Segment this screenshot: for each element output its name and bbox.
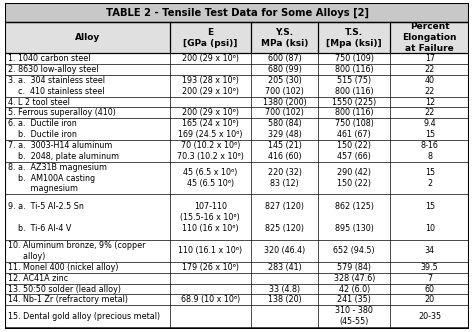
Text: 600 (87): 600 (87): [268, 54, 301, 63]
Text: 290 (42)
150 (22): 290 (42) 150 (22): [337, 168, 371, 188]
Text: 283 (41): 283 (41): [268, 263, 301, 272]
Text: 310 - 380
(45-55): 310 - 380 (45-55): [335, 306, 373, 326]
Text: 107-110
(15.5-16 x 10⁶)
110 (16 x 10⁶): 107-110 (15.5-16 x 10⁶) 110 (16 x 10⁶): [181, 202, 240, 232]
Text: 13. 50:50 solder (lead alloy): 13. 50:50 solder (lead alloy): [8, 285, 121, 293]
Text: Percent
Elongation
at Failure: Percent Elongation at Failure: [402, 22, 457, 53]
Text: 145 (21)
416 (60): 145 (21) 416 (60): [268, 141, 301, 161]
Text: Alloy: Alloy: [74, 33, 100, 42]
Text: 9. a.  Ti-5 Al-2.5 Sn

    b.  Ti-6 Al-4 V: 9. a. Ti-5 Al-2.5 Sn b. Ti-6 Al-4 V: [8, 202, 84, 232]
Text: 750 (109): 750 (109): [335, 54, 374, 63]
Text: 200 (29 x 10⁶): 200 (29 x 10⁶): [182, 54, 239, 63]
Text: 15

10: 15 10: [425, 202, 435, 232]
Text: 10. Aluminum bronze, 9% (copper
      alloy): 10. Aluminum bronze, 9% (copper alloy): [8, 241, 146, 261]
Text: 15. Dental gold alloy (precious metal): 15. Dental gold alloy (precious metal): [8, 312, 160, 321]
Text: 320 (46.4): 320 (46.4): [264, 246, 305, 255]
Text: 60: 60: [425, 285, 435, 293]
Text: 39.5: 39.5: [421, 263, 438, 272]
Text: 5. Ferrous superalloy (410): 5. Ferrous superalloy (410): [8, 108, 116, 118]
Text: 11. Monel 400 (nickel alloy): 11. Monel 400 (nickel alloy): [8, 263, 118, 272]
Text: 680 (99): 680 (99): [268, 65, 301, 74]
Text: Y.S.
MPa (ksi): Y.S. MPa (ksi): [261, 28, 308, 48]
Text: 40
22: 40 22: [425, 76, 435, 96]
Text: 193 (28 x 10⁶)
200 (29 x 10⁶): 193 (28 x 10⁶) 200 (29 x 10⁶): [182, 76, 239, 96]
Text: 3. a.  304 stainless steel
    c.  410 stainless steel: 3. a. 304 stainless steel c. 410 stainle…: [8, 76, 105, 96]
Text: 800 (116): 800 (116): [335, 108, 374, 118]
Text: 1550 (225): 1550 (225): [332, 98, 376, 107]
Text: 22: 22: [425, 108, 435, 118]
Text: 1. 1040 carbon steel: 1. 1040 carbon steel: [8, 54, 91, 63]
Text: 20-35: 20-35: [418, 312, 441, 321]
Text: 33 (4.8): 33 (4.8): [269, 285, 300, 293]
Text: 4. L 2 tool steel: 4. L 2 tool steel: [8, 98, 70, 107]
Text: 17: 17: [425, 54, 435, 63]
Bar: [5, 22, 469, 53]
Text: 12: 12: [425, 98, 435, 107]
Text: 45 (6.5 x 10⁶)
45 (6.5 10⁶): 45 (6.5 x 10⁶) 45 (6.5 10⁶): [183, 168, 237, 188]
Text: 800 (116): 800 (116): [335, 65, 374, 74]
Text: 580 (84)
329 (48): 580 (84) 329 (48): [268, 119, 301, 139]
Text: 205 (30)
700 (102): 205 (30) 700 (102): [265, 76, 304, 96]
Text: 110 (16.1 x 10⁶): 110 (16.1 x 10⁶): [178, 246, 242, 255]
Text: 7: 7: [427, 274, 432, 283]
Text: 7. a.  3003-H14 aluminum
    b.  2048, plate aluminum: 7. a. 3003-H14 aluminum b. 2048, plate a…: [8, 141, 119, 161]
Text: 6. a.  Ductile iron
    b.  Ductile iron: 6. a. Ductile iron b. Ductile iron: [8, 119, 77, 139]
Text: 220 (32)
83 (12): 220 (32) 83 (12): [268, 168, 301, 188]
Text: 22: 22: [425, 65, 435, 74]
Text: TABLE 2 - Tensile Test Data for Some Alloys [2]: TABLE 2 - Tensile Test Data for Some All…: [106, 8, 368, 18]
Text: E
[GPa (psi)]: E [GPa (psi)]: [183, 28, 237, 48]
Text: 579 (84): 579 (84): [337, 263, 371, 272]
Text: 200 (29 x 10⁶): 200 (29 x 10⁶): [182, 108, 239, 118]
Text: 15
2: 15 2: [425, 168, 435, 188]
Text: 862 (125)

895 (130): 862 (125) 895 (130): [335, 202, 374, 232]
Text: 2. 8630 low-alloy steel: 2. 8630 low-alloy steel: [8, 65, 99, 74]
Text: 34: 34: [425, 246, 435, 255]
Text: 12. AC41A zinc: 12. AC41A zinc: [8, 274, 68, 283]
Text: 750 (108)
461 (67): 750 (108) 461 (67): [335, 119, 374, 139]
Text: 70 (10.2 x 10⁶)
70.3 (10.2 x 10⁶): 70 (10.2 x 10⁶) 70.3 (10.2 x 10⁶): [177, 141, 244, 161]
Text: 8. a.  AZ31B magnesium
    b.  AM100A casting
         magnesium: 8. a. AZ31B magnesium b. AM100A casting …: [8, 163, 107, 193]
Text: 827 (120)

825 (120): 827 (120) 825 (120): [265, 202, 304, 232]
Text: 150 (22)
457 (66): 150 (22) 457 (66): [337, 141, 371, 161]
Text: 241 (35): 241 (35): [337, 295, 371, 304]
Text: 68.9 (10 x 10⁶): 68.9 (10 x 10⁶): [181, 295, 240, 304]
Text: T.S.
[Mpa (ksi)]: T.S. [Mpa (ksi)]: [327, 28, 382, 48]
Text: 700 (102): 700 (102): [265, 108, 304, 118]
Text: 328 (47.6): 328 (47.6): [334, 274, 375, 283]
Text: 8-16
8: 8-16 8: [421, 141, 439, 161]
Bar: [5, 3, 469, 22]
Text: 652 (94.5): 652 (94.5): [334, 246, 375, 255]
Text: 9.4
15: 9.4 15: [423, 119, 436, 139]
Text: 138 (20): 138 (20): [268, 295, 301, 304]
Text: 14. Nb-1 Zr (refractory metal): 14. Nb-1 Zr (refractory metal): [8, 295, 128, 304]
Text: 515 (75)
800 (116): 515 (75) 800 (116): [335, 76, 374, 96]
Text: 20: 20: [425, 295, 435, 304]
Text: 179 (26 x 10⁶): 179 (26 x 10⁶): [182, 263, 239, 272]
Text: 42 (6.0): 42 (6.0): [338, 285, 370, 293]
Text: 1380 (200): 1380 (200): [263, 98, 307, 107]
Text: 165 (24 x 10⁶)
169 (24.5 x 10⁶): 165 (24 x 10⁶) 169 (24.5 x 10⁶): [178, 119, 243, 139]
